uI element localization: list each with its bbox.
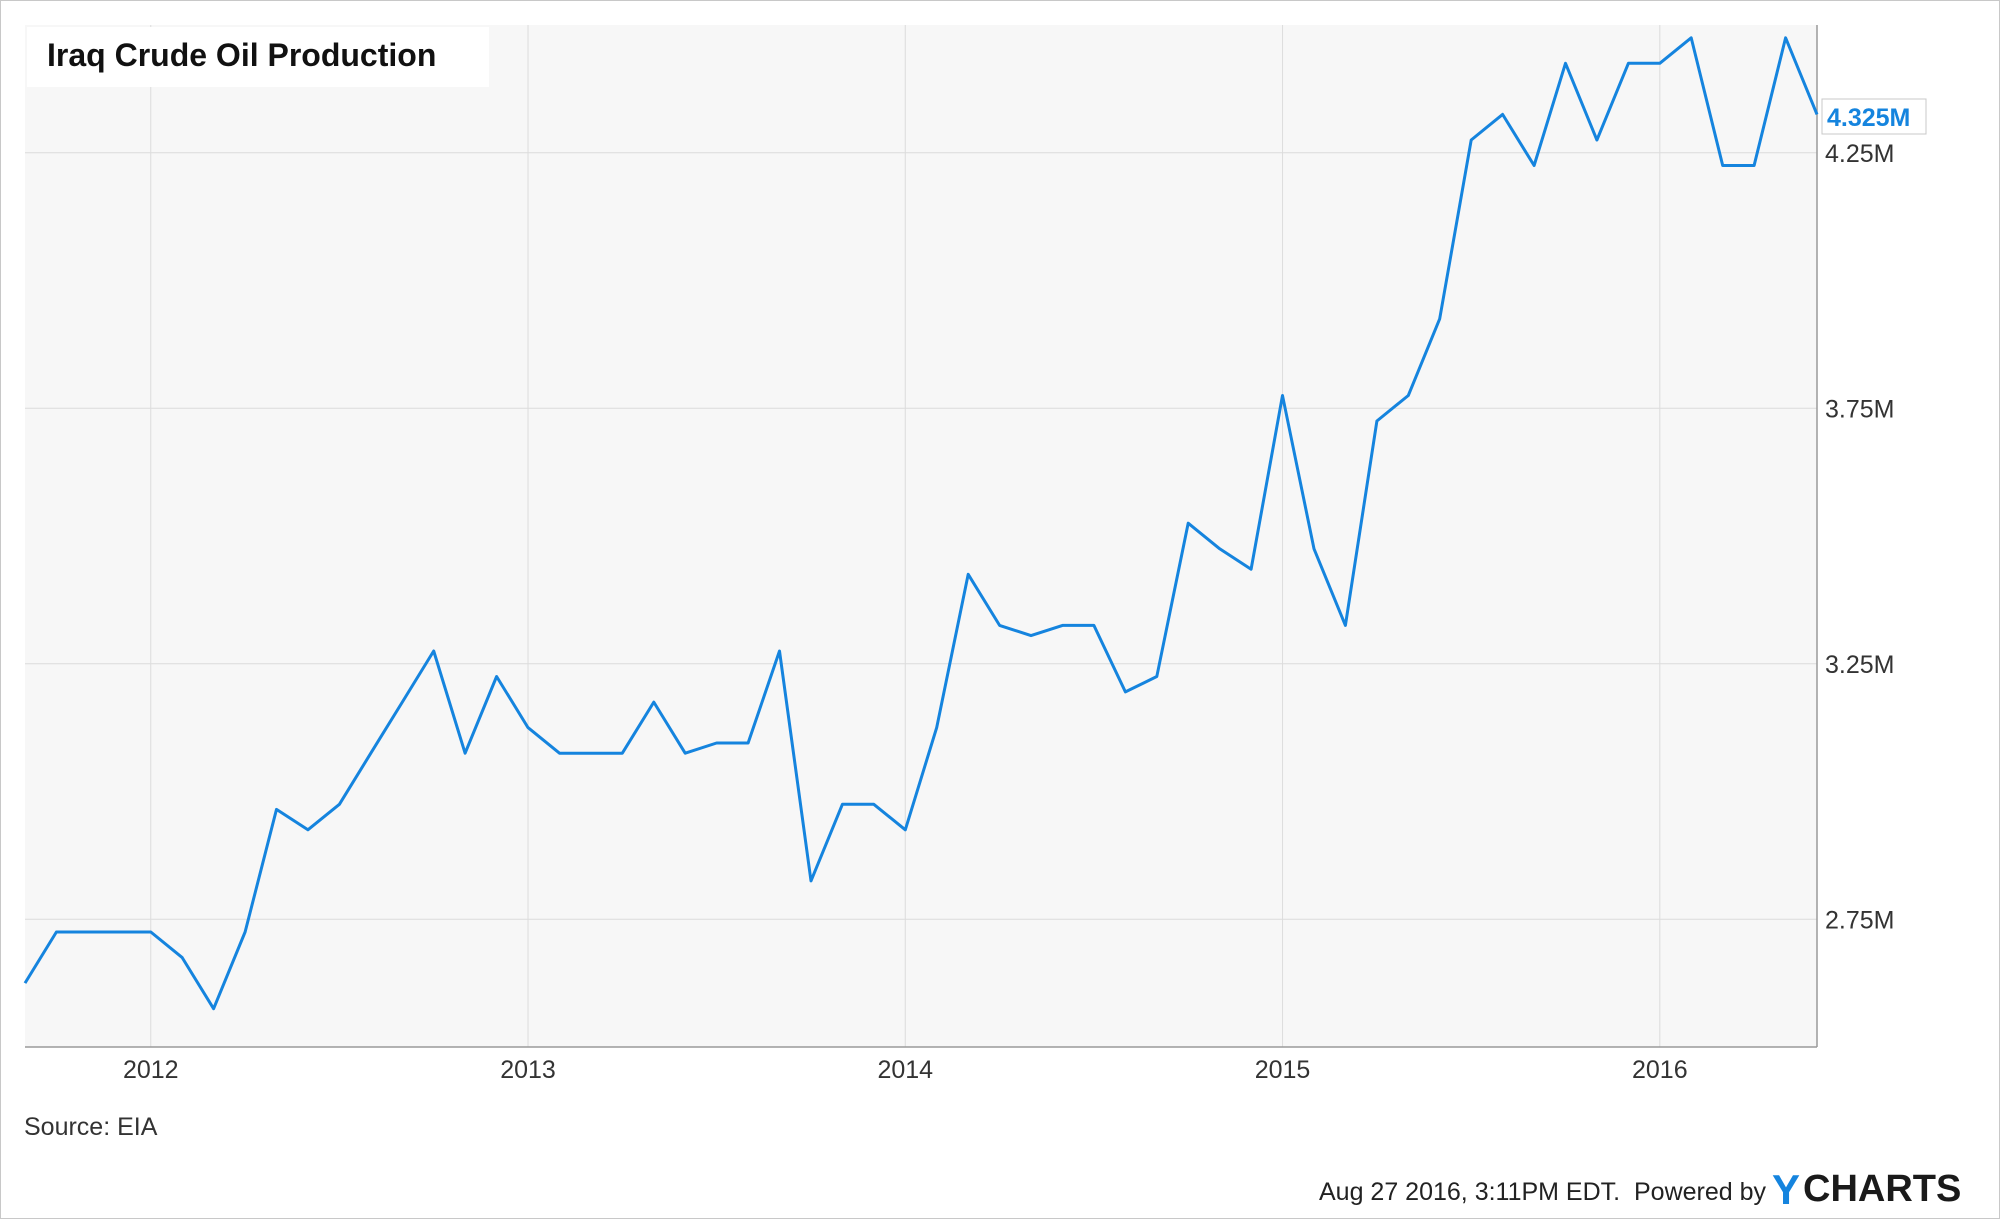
source-note: Source: EIA — [24, 1113, 158, 1141]
last-value-label: 4.325M — [1827, 104, 1910, 132]
chart-title: Iraq Crude Oil Production — [47, 37, 436, 73]
ycharts-logo-y: Y — [1772, 1166, 1800, 1213]
plot-area — [25, 25, 1817, 1047]
x-tick-label: 2015 — [1255, 1056, 1311, 1084]
x-gridlines — [150, 25, 1661, 1047]
x-tick-label: 2014 — [877, 1056, 933, 1084]
x-tick-labels: 2012 2013 2014 2015 2016 — [123, 1056, 1688, 1084]
footer-timestamp: Aug 27 2016, 3:11PM EDT. — [1319, 1178, 1620, 1206]
last-value-badge: 4.325M — [1821, 98, 1927, 135]
y-tick-label: 3.75M — [1825, 395, 1894, 423]
y-gridlines — [25, 152, 1817, 920]
title-box: Iraq Crude Oil Production — [27, 27, 489, 87]
series-line-iraq-production — [23, 36, 1819, 1011]
y-tick-labels: 2.75M 3.25M 3.75M 4.25M — [1825, 140, 1894, 935]
y-tick-label: 4.25M — [1825, 140, 1894, 168]
x-tick-label: 2012 — [123, 1056, 179, 1084]
x-tick-label: 2013 — [500, 1056, 556, 1084]
footer-powered-by: Powered by — [1634, 1178, 1767, 1206]
y-tick-label: 2.75M — [1825, 906, 1894, 934]
x-tick-label: 2016 — [1632, 1056, 1688, 1084]
y-tick-label: 3.25M — [1825, 651, 1894, 679]
ycharts-logo-text: CHARTS — [1803, 1168, 1961, 1210]
